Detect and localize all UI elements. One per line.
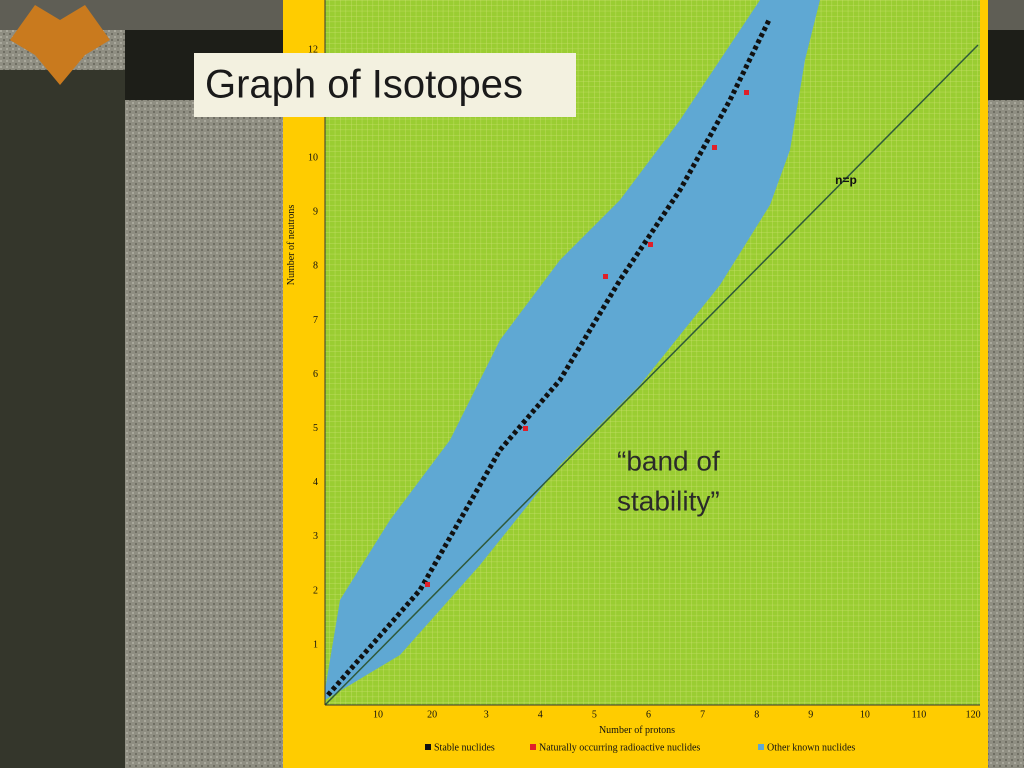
y-tick-label: 7 bbox=[313, 315, 318, 326]
y-tick-label: 4 bbox=[313, 477, 318, 488]
x-tick-label: 5 bbox=[592, 709, 597, 720]
y-tick-label: 9 bbox=[313, 207, 318, 218]
y-tick-label: 10 bbox=[308, 152, 318, 163]
left-column bbox=[0, 70, 125, 768]
line-label: n=p bbox=[835, 173, 857, 187]
y-tick-label: 8 bbox=[313, 261, 318, 272]
x-axis-label: Number of protons bbox=[599, 725, 675, 736]
x-tick-label: 10 bbox=[373, 709, 383, 720]
band-of-nuclides bbox=[325, 0, 820, 700]
y-tick-label: 2 bbox=[313, 585, 318, 596]
annotation-line: “band of bbox=[617, 445, 720, 476]
y-tick-label: 6 bbox=[313, 369, 318, 380]
x-tick-label: 110 bbox=[912, 709, 927, 720]
x-tick-label: 4 bbox=[538, 709, 543, 720]
x-tick-label: 9 bbox=[808, 709, 813, 720]
y-axis-label: Number of neutrons bbox=[286, 205, 297, 286]
n-equals-p-line bbox=[324, 44, 979, 706]
legend-swatch bbox=[425, 744, 431, 750]
legend-swatch bbox=[530, 744, 536, 750]
legend-label: Stable nuclides bbox=[434, 742, 495, 753]
legend-swatch bbox=[758, 744, 764, 750]
x-tick-label: 3 bbox=[484, 709, 489, 720]
y-tick-label: 1 bbox=[313, 639, 318, 650]
radioactive-nuclides bbox=[425, 90, 749, 587]
x-tick-label: 8 bbox=[754, 709, 759, 720]
x-tick-label: 7 bbox=[700, 709, 705, 720]
y-tick-label: 3 bbox=[313, 531, 318, 542]
x-tick-label: 120 bbox=[966, 709, 981, 720]
stable-nuclides bbox=[326, 16, 773, 697]
y-tick-label: 12 bbox=[308, 44, 318, 55]
legend-label: Naturally occurring radioactive nuclides bbox=[539, 742, 700, 753]
x-tick-label: 6 bbox=[646, 709, 651, 720]
annotation-line: stability” bbox=[617, 485, 720, 516]
x-tick-label: 20 bbox=[427, 709, 437, 720]
leaf-icon bbox=[10, 5, 110, 85]
x-tick-label: 10 bbox=[860, 709, 870, 720]
legend-label: Other known nuclides bbox=[767, 742, 855, 753]
y-tick-label: 5 bbox=[313, 423, 318, 434]
title-box bbox=[194, 53, 576, 117]
slide-title: Graph of Isotopes bbox=[205, 63, 523, 107]
